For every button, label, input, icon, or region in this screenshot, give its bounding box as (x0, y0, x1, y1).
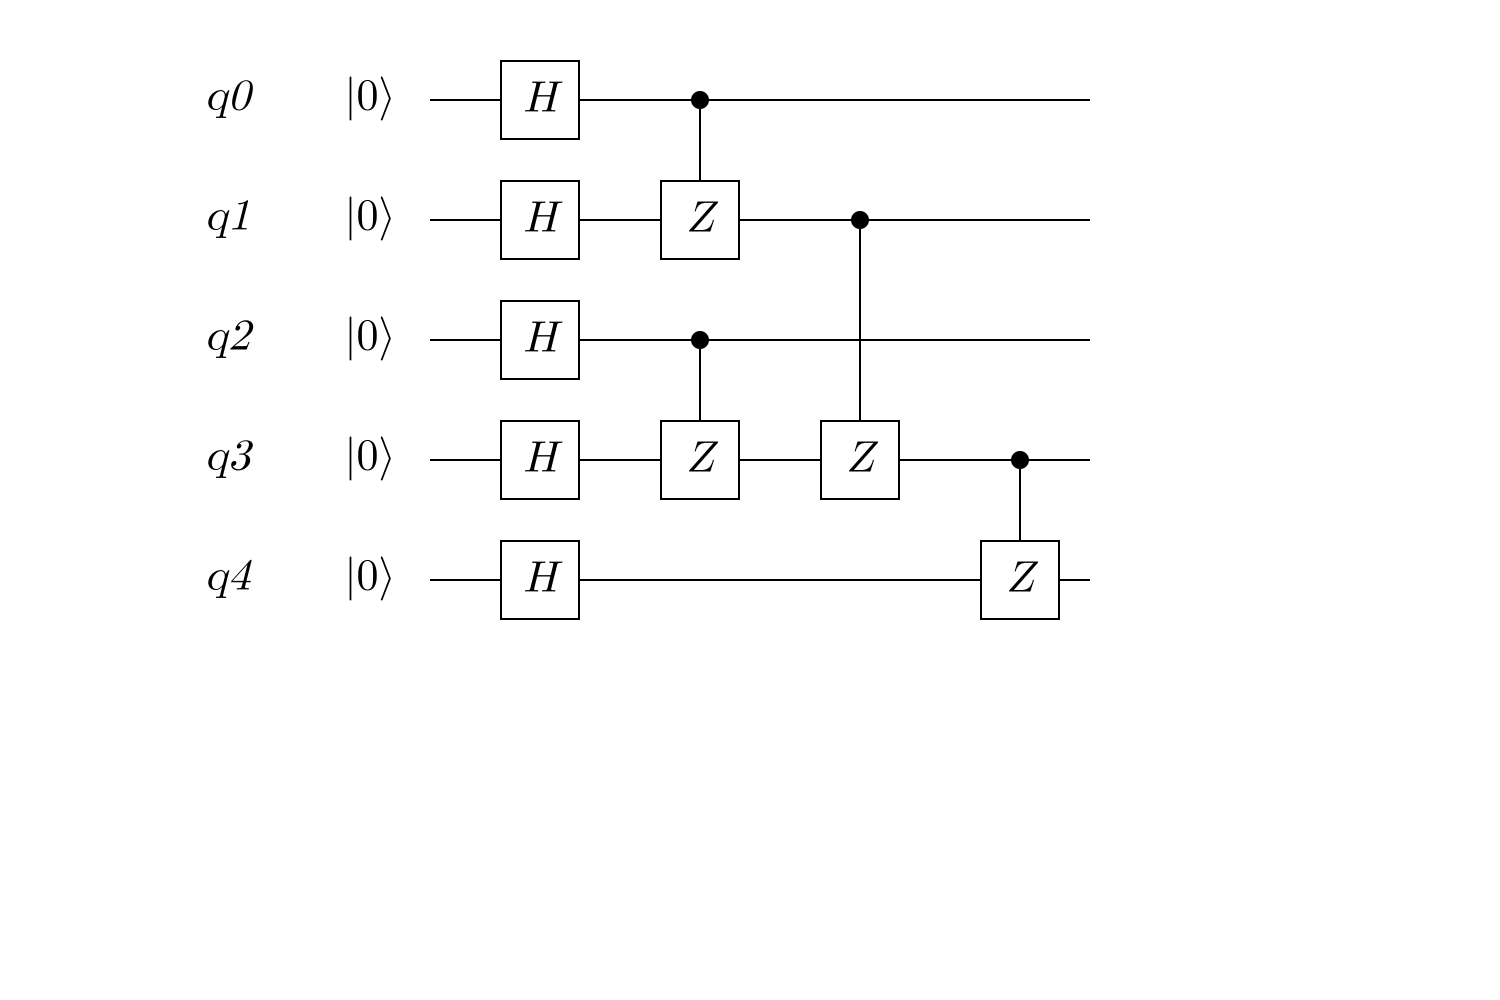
qubit-label-0: q0 (205, 74, 254, 118)
control-dot (691, 91, 709, 109)
qubit-initial-3: |0⟩ (344, 434, 395, 481)
control-dot (1011, 451, 1029, 469)
control-dot (691, 331, 709, 349)
qubit-initial-2: |0⟩ (344, 314, 395, 361)
qubit-label-2: q2 (205, 314, 255, 358)
qubit-initial-1: |0⟩ (344, 194, 395, 241)
control-dot (851, 211, 869, 229)
qubit-label-3: q3 (205, 434, 254, 478)
qubit-label-4: q4 (205, 554, 252, 598)
qubit-initial-0: |0⟩ (344, 74, 395, 121)
qubit-label-1: q1 (205, 194, 250, 238)
quantum-circuit-diagram: q0|0⟩q1|0⟩q2|0⟩q3|0⟩q4|0⟩HHHHHZZZZ (0, 0, 1500, 1000)
qubit-initial-4: |0⟩ (344, 554, 395, 601)
